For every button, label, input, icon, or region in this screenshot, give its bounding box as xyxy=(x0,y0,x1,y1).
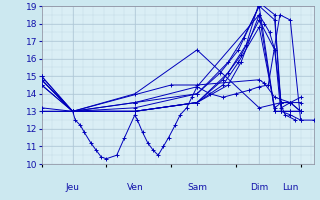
Text: Jeu: Jeu xyxy=(66,183,80,192)
Text: Dim: Dim xyxy=(250,183,268,192)
Text: Ven: Ven xyxy=(126,183,143,192)
Text: Lun: Lun xyxy=(282,183,299,192)
Text: Sam: Sam xyxy=(187,183,207,192)
